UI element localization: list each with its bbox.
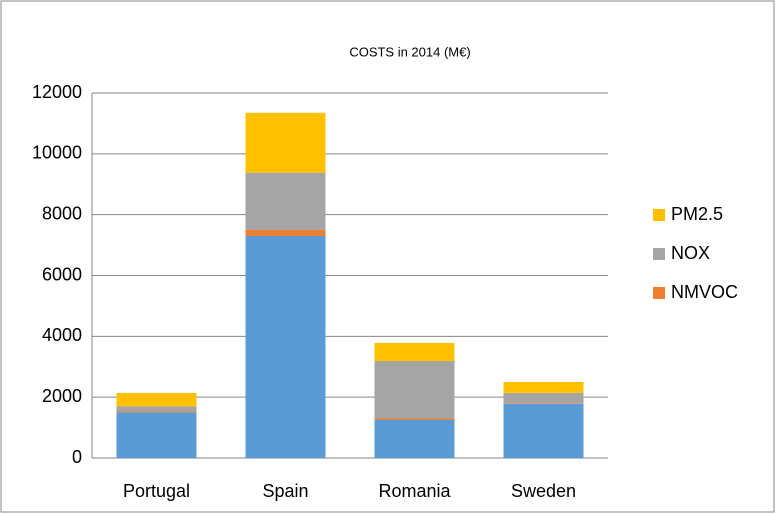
- x-tick-label: Sweden: [511, 481, 576, 501]
- y-tick-label: 10000: [32, 143, 82, 163]
- legend-label: PM2.5: [671, 204, 723, 224]
- x-tick-label: Romania: [378, 481, 451, 501]
- y-tick-label: 4000: [42, 325, 82, 345]
- bar-segment: [503, 403, 584, 458]
- bar-segment: [245, 229, 326, 236]
- bar-segment: [116, 392, 197, 407]
- bar-segment: [374, 418, 455, 420]
- legend-swatch: [653, 248, 665, 260]
- legend-label: NOX: [671, 243, 710, 263]
- bar-segment: [503, 381, 584, 393]
- x-tick-label: Spain: [262, 481, 308, 501]
- legend-label: NMVOC: [671, 282, 738, 302]
- bar-segment: [374, 360, 455, 419]
- bar-segment: [503, 403, 584, 404]
- bar-segment: [245, 172, 326, 230]
- bar-segment: [116, 406, 197, 412]
- bar-segment: [116, 411, 197, 413]
- bar-segment: [116, 412, 197, 458]
- chart-title: COSTS in 2014 (M€): [349, 44, 470, 59]
- legend-swatch: [653, 209, 665, 221]
- bar-segment: [374, 419, 455, 458]
- bar-segment: [503, 392, 584, 404]
- y-tick-label: 2000: [42, 386, 82, 406]
- y-tick-label: 6000: [42, 264, 82, 284]
- bar-segment: [245, 112, 326, 173]
- y-tick-label: 8000: [42, 203, 82, 223]
- y-tick-label: 12000: [32, 82, 82, 102]
- y-tick-label: 0: [72, 447, 82, 467]
- legend-swatch: [653, 287, 665, 299]
- bar-segment: [245, 235, 326, 458]
- bar-segment: [374, 343, 455, 361]
- x-tick-label: Portugal: [123, 481, 190, 501]
